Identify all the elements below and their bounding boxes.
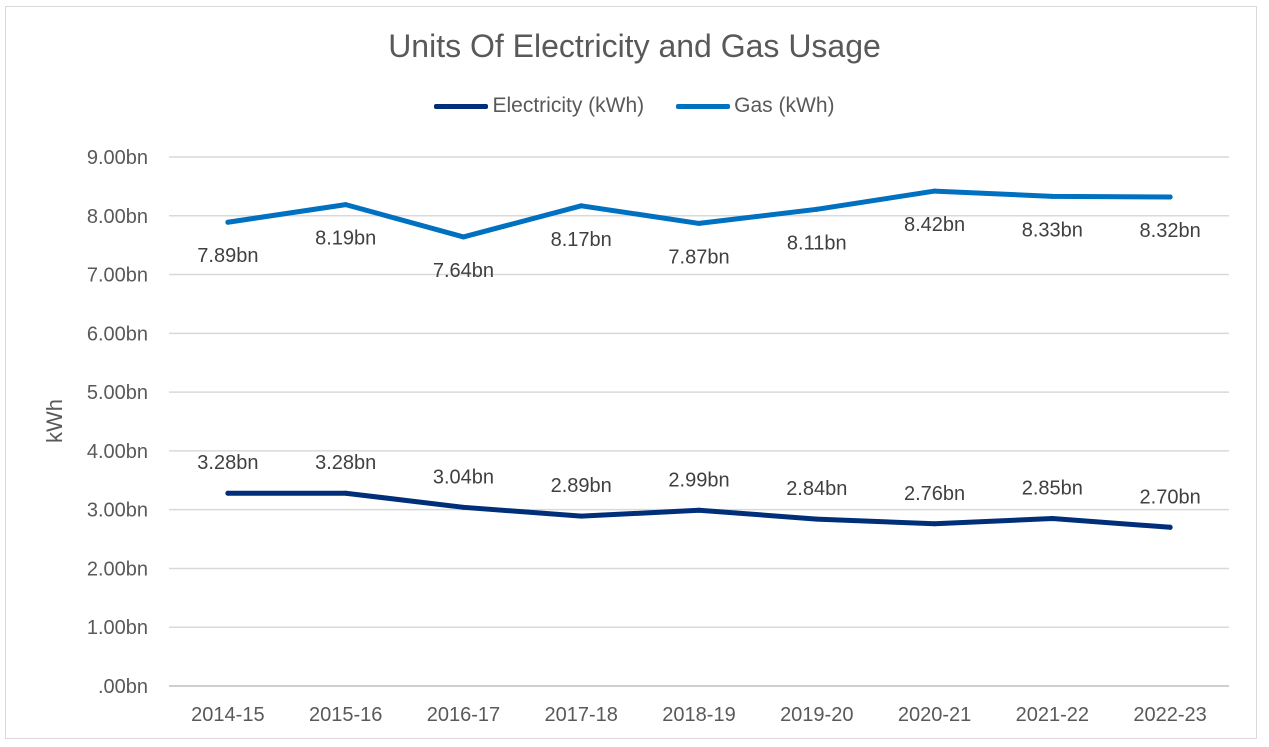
x-tick-label: 2022-23	[1133, 704, 1206, 726]
x-tick-label: 2019-20	[780, 704, 853, 726]
y-tick-label: 9.00bn	[87, 147, 148, 169]
gas-point	[578, 203, 584, 209]
x-tick-label: 2018-19	[662, 704, 735, 726]
electricity-point	[460, 504, 466, 510]
electricity-data-label: 2.85bn	[1022, 477, 1083, 499]
chart-title: Units Of Electricity and Gas Usage	[388, 28, 881, 64]
gas-data-label: 7.87bn	[668, 246, 729, 268]
electricity-point	[343, 490, 349, 496]
electricity-point	[932, 521, 938, 527]
y-tick-label: 8.00bn	[87, 206, 148, 228]
gas-point	[460, 234, 466, 240]
electricity-point	[1049, 515, 1055, 521]
gas-point	[696, 220, 702, 226]
legend-item-electricity: Electricity (kWh)	[434, 94, 644, 118]
electricity-data-label: 2.70bn	[1140, 486, 1201, 508]
electricity-point	[225, 490, 231, 496]
gridlines	[169, 156, 1229, 687]
y-tick-label: .00bn	[98, 676, 148, 698]
electricity-point	[814, 516, 820, 522]
electricity-data-label: 2.84bn	[786, 478, 847, 500]
x-tick-label: 2017-18	[545, 704, 618, 726]
gas-point	[1049, 193, 1055, 199]
legend: Electricity (kWh) Gas (kWh)	[0, 94, 1269, 118]
y-axis-ticks: .00bn 1.00bn 2.00bn 3.00bn 4.00bn 5.00bn 6.00b…	[87, 147, 148, 698]
electricity-data-label: 3.28bn	[197, 452, 258, 474]
y-tick-label: 3.00bn	[87, 500, 148, 522]
legend-swatch-gas	[676, 103, 731, 109]
y-tick-label: 4.00bn	[87, 441, 148, 463]
electricity-data-label: 3.04bn	[433, 466, 494, 488]
electricity-data-label: 2.76bn	[904, 483, 965, 505]
electricity-data-label: 2.89bn	[551, 475, 612, 497]
legend-label-electricity: Electricity (kWh)	[492, 94, 645, 117]
gas-point	[932, 188, 938, 194]
gas-point	[343, 202, 349, 208]
gas-data-label: 8.32bn	[1140, 220, 1201, 242]
x-axis-ticks: 2014-15 2015-16 2016-17 2017-18 2018-19 2019-…	[191, 704, 1207, 726]
legend-label-gas: Gas (kWh)	[734, 94, 835, 117]
x-tick-label: 2021-22	[1016, 704, 1089, 726]
y-tick-label: 1.00bn	[87, 617, 148, 639]
legend-swatch-electricity	[434, 103, 489, 109]
y-tick-label: 2.00bn	[87, 558, 148, 580]
gas-data-label: 7.89bn	[197, 245, 258, 267]
x-tick-label: 2015-16	[309, 704, 382, 726]
gas-point	[814, 206, 820, 212]
y-axis-label: kWh	[42, 399, 67, 443]
gas-point	[225, 219, 231, 225]
electricity-data-label: 2.99bn	[668, 469, 729, 491]
legend-item-gas: Gas (kWh)	[676, 94, 835, 118]
y-tick-label: 7.00bn	[87, 265, 148, 287]
electricity-point	[578, 513, 584, 519]
gas-point	[1167, 194, 1173, 200]
data-labels: 3.28bn 3.28bn 3.04bn 2.89bn 2.99bn 2.84bn 2.76…	[197, 214, 1200, 508]
gas-data-label: 8.11bn	[787, 232, 847, 254]
gas-data-label: 8.17bn	[551, 229, 612, 251]
chart-area	[5, 6, 1257, 739]
series-lines	[225, 188, 1173, 530]
x-tick-label: 2020-21	[898, 704, 971, 726]
gas-data-label: 8.42bn	[904, 214, 965, 236]
y-tick-label: 5.00bn	[87, 382, 148, 404]
gas-data-label: 8.33bn	[1022, 219, 1083, 241]
x-tick-label: 2014-15	[191, 704, 264, 726]
electricity-data-label: 3.28bn	[315, 452, 376, 474]
x-tick-label: 2016-17	[427, 704, 500, 726]
y-tick-label: 6.00bn	[87, 323, 148, 345]
electricity-point	[696, 507, 702, 513]
gas-data-label: 8.19bn	[315, 228, 376, 250]
electricity-point	[1167, 524, 1173, 530]
gas-data-label: 7.64bn	[433, 260, 494, 282]
